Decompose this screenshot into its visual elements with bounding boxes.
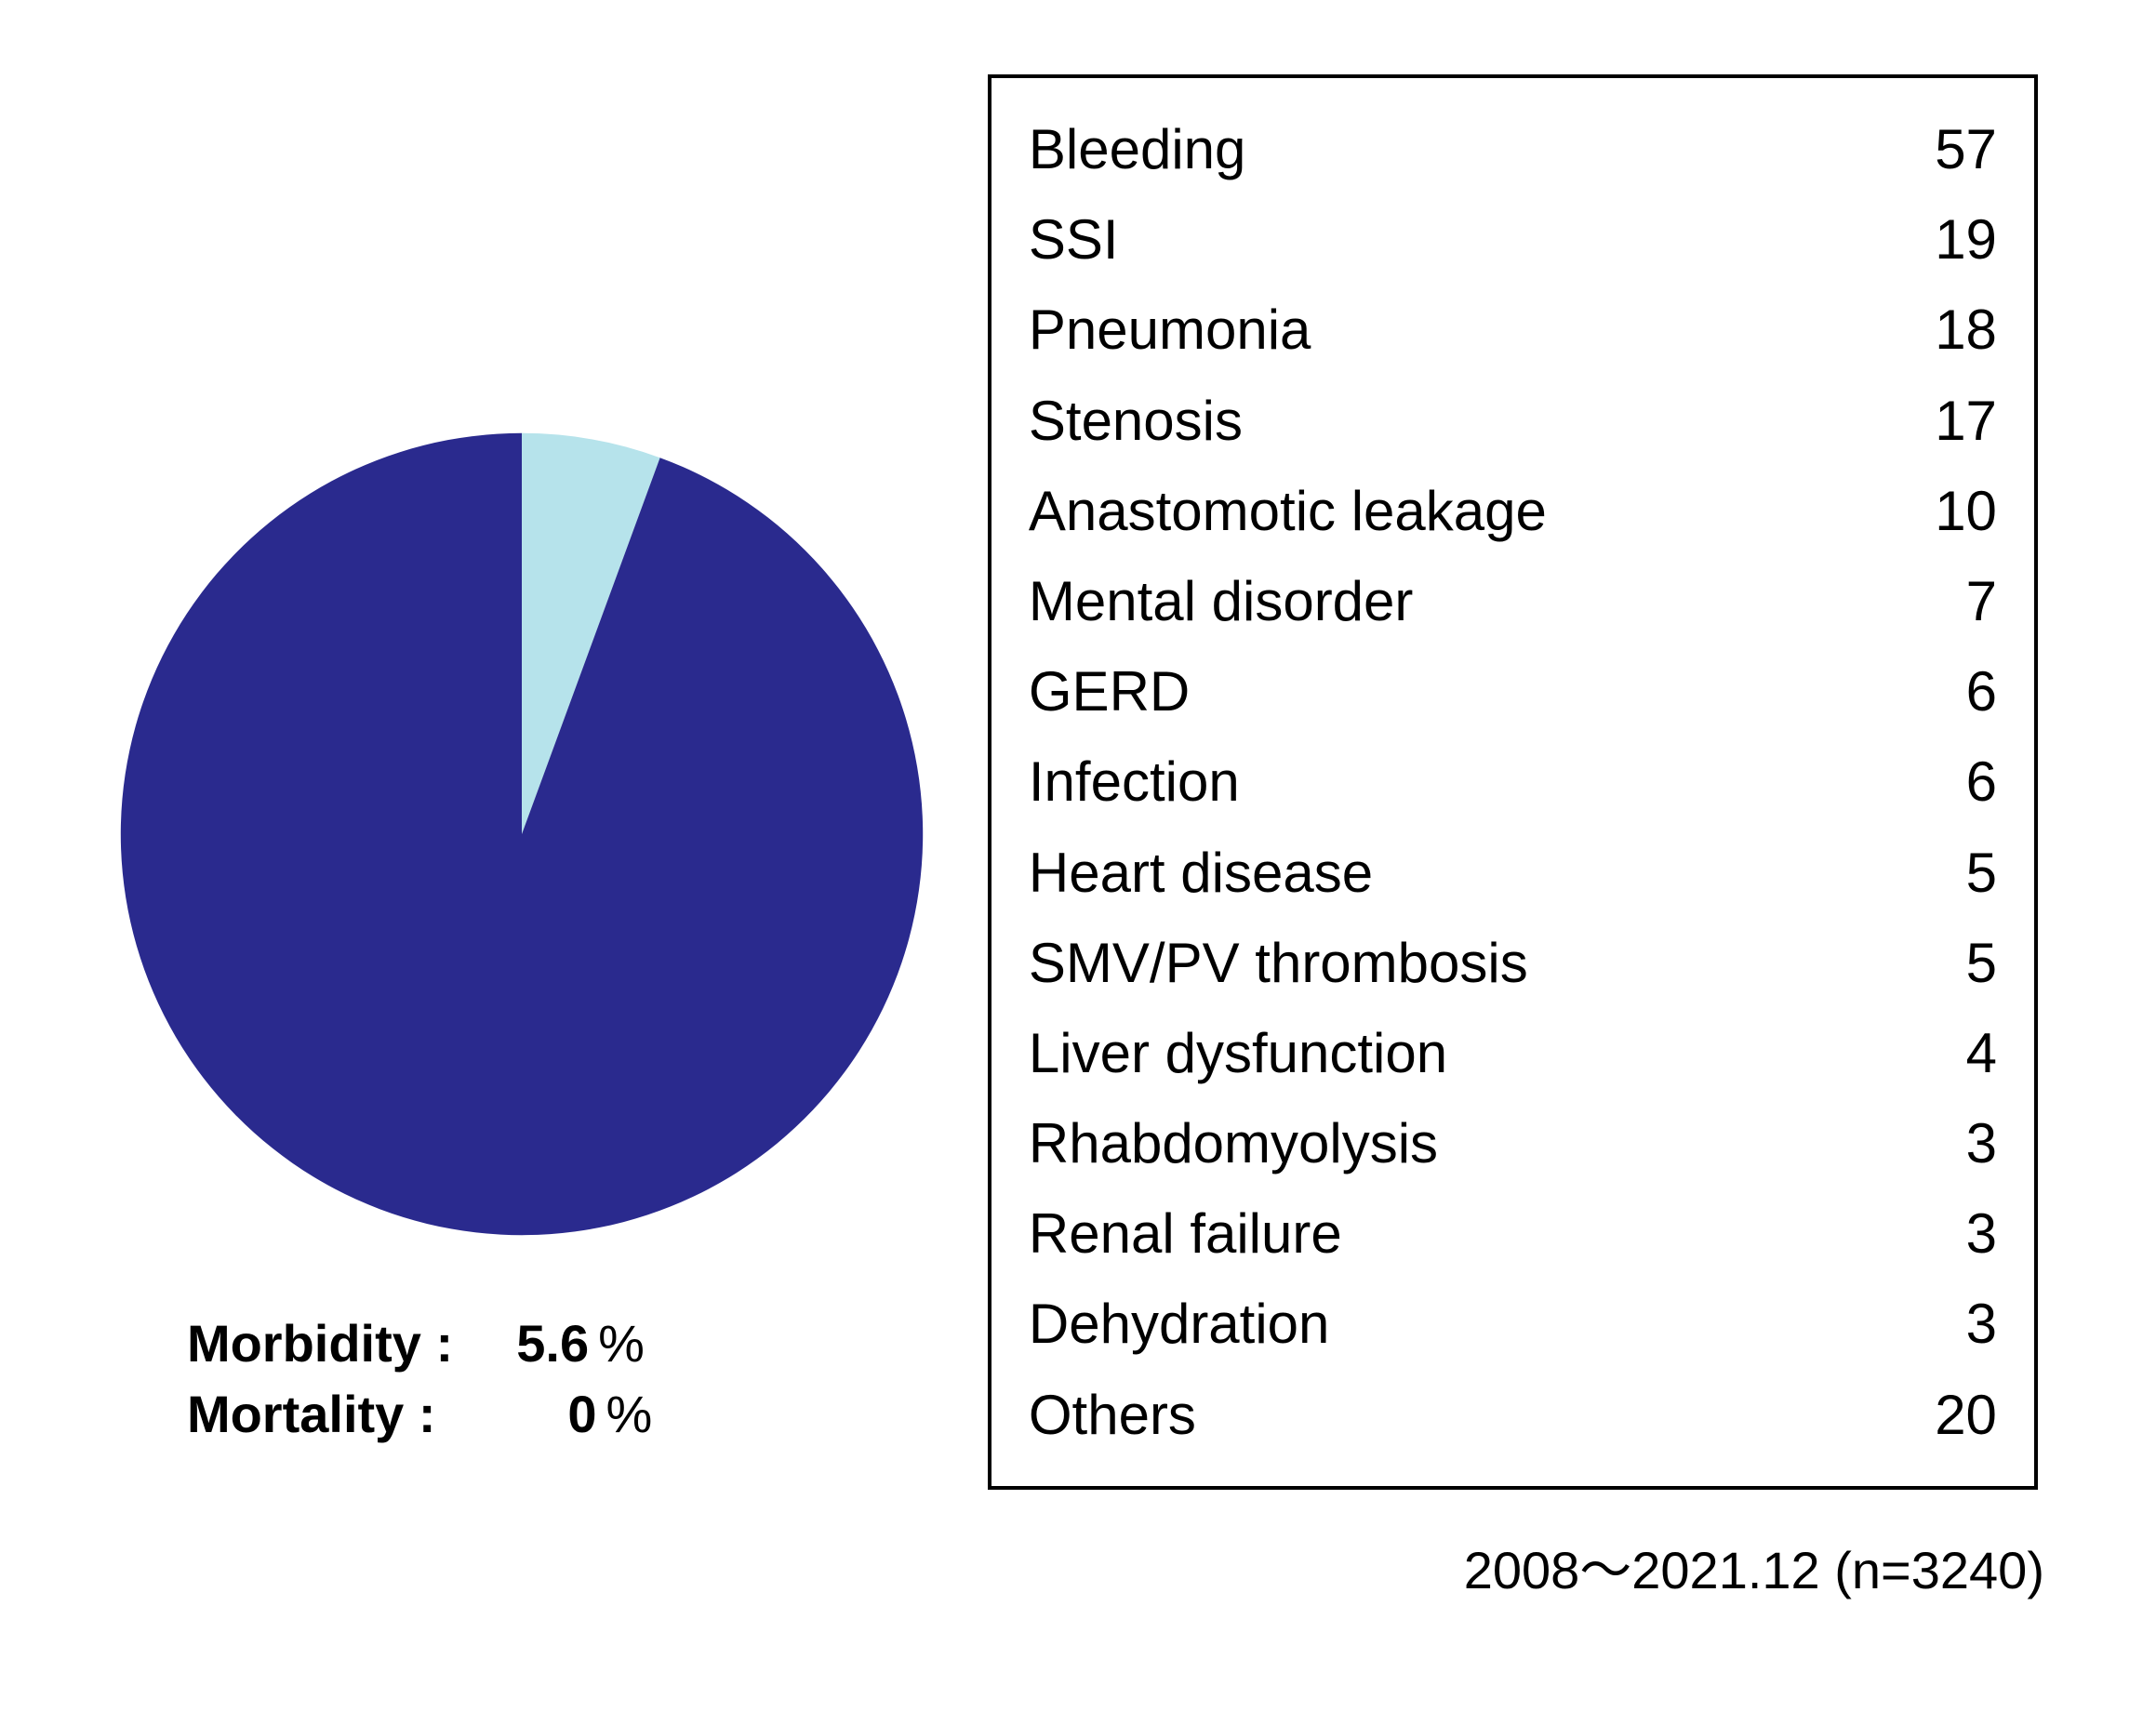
table-row-name: SSI xyxy=(1029,194,1119,285)
table-row: Pneumonia 18 xyxy=(1029,285,1997,375)
table-row: Heart disease 5 xyxy=(1029,828,1997,918)
table-row-count: 7 xyxy=(1904,556,1997,646)
morbidity-unit: % xyxy=(598,1308,645,1379)
table-row-name: Rhabdomyolysis xyxy=(1029,1098,1438,1188)
table-row: Rhabdomyolysis 3 xyxy=(1029,1098,1997,1188)
morbidity-row: Morbidity : 5.6 % xyxy=(187,1308,857,1379)
table-row: Anastomotic leakage 10 xyxy=(1029,466,1997,556)
table-row-name: Others xyxy=(1029,1370,1196,1460)
table-row: Stenosis 17 xyxy=(1029,376,1997,466)
table-row-count: 10 xyxy=(1904,466,1997,556)
table-row: Infection 6 xyxy=(1029,736,1997,827)
morbidity-label: Morbidity : xyxy=(187,1308,453,1379)
table-row-count: 17 xyxy=(1904,376,1997,466)
table-row-count: 3 xyxy=(1904,1098,1997,1188)
table-row-name: Anastomotic leakage xyxy=(1029,466,1547,556)
mortality-unit: % xyxy=(606,1379,653,1450)
table-row-name: Renal failure xyxy=(1029,1188,1342,1279)
table-row-name: Heart disease xyxy=(1029,828,1373,918)
mortality-row: Mortality : 0 % xyxy=(187,1379,857,1450)
table-row-count: 6 xyxy=(1904,736,1997,827)
table-row-name: Bleeding xyxy=(1029,104,1246,194)
table-row-name: Dehydration xyxy=(1029,1279,1330,1369)
pie-chart xyxy=(113,425,931,1243)
table-row-name: Liver dysfunction xyxy=(1029,1008,1447,1098)
table-row: SSI 19 xyxy=(1029,194,1997,285)
table-row-name: SMV/PV thrombosis xyxy=(1029,918,1528,1008)
table-row-count: 4 xyxy=(1904,1008,1997,1098)
pie-svg xyxy=(113,425,931,1243)
left-panel: Morbidity : 5.6 % Mortality : 0 % xyxy=(56,56,988,1669)
table-row: GERD 6 xyxy=(1029,646,1997,736)
table-row: Mental disorder 7 xyxy=(1029,556,1997,646)
table-row-name: Pneumonia xyxy=(1029,285,1311,375)
mortality-label: Mortality : xyxy=(187,1379,436,1450)
table-row-name: Mental disorder xyxy=(1029,556,1414,646)
table-row-name: Stenosis xyxy=(1029,376,1243,466)
table-row-count: 3 xyxy=(1904,1279,1997,1369)
table-row: Dehydration 3 xyxy=(1029,1279,1997,1369)
table-row-count: 18 xyxy=(1904,285,1997,375)
table-row: Bleeding 57 xyxy=(1029,104,1997,194)
table-row: Others 20 xyxy=(1029,1370,1997,1460)
table-row: Renal failure 3 xyxy=(1029,1188,1997,1279)
table-row: SMV/PV thrombosis 5 xyxy=(1029,918,1997,1008)
table-row: Liver dysfunction 4 xyxy=(1029,1008,1997,1098)
table-row-name: GERD xyxy=(1029,646,1190,736)
right-panel: Bleeding57SSI19Pneumonia18Stenosis17Anas… xyxy=(988,56,2082,1669)
table-row-count: 57 xyxy=(1904,104,1997,194)
stats-block: Morbidity : 5.6 % Mortality : 0 % xyxy=(187,1308,857,1449)
table-row-count: 5 xyxy=(1904,918,1997,1008)
morbidity-value: 5.6 xyxy=(468,1308,589,1379)
pie-slice xyxy=(121,433,923,1235)
complications-table: Bleeding57SSI19Pneumonia18Stenosis17Anas… xyxy=(988,74,2038,1490)
table-row-count: 20 xyxy=(1904,1370,1997,1460)
table-row-count: 6 xyxy=(1904,646,1997,736)
mortality-value: 0 xyxy=(451,1379,597,1450)
table-row-count: 3 xyxy=(1904,1188,1997,1279)
footnote: 2008～2021.12 (n=3240) xyxy=(1464,1529,2044,1604)
figure-container: Morbidity : 5.6 % Mortality : 0 % Bleedi… xyxy=(0,0,2156,1725)
table-row-count: 19 xyxy=(1904,194,1997,285)
table-row-count: 5 xyxy=(1904,828,1997,918)
table-row-name: Infection xyxy=(1029,736,1240,827)
